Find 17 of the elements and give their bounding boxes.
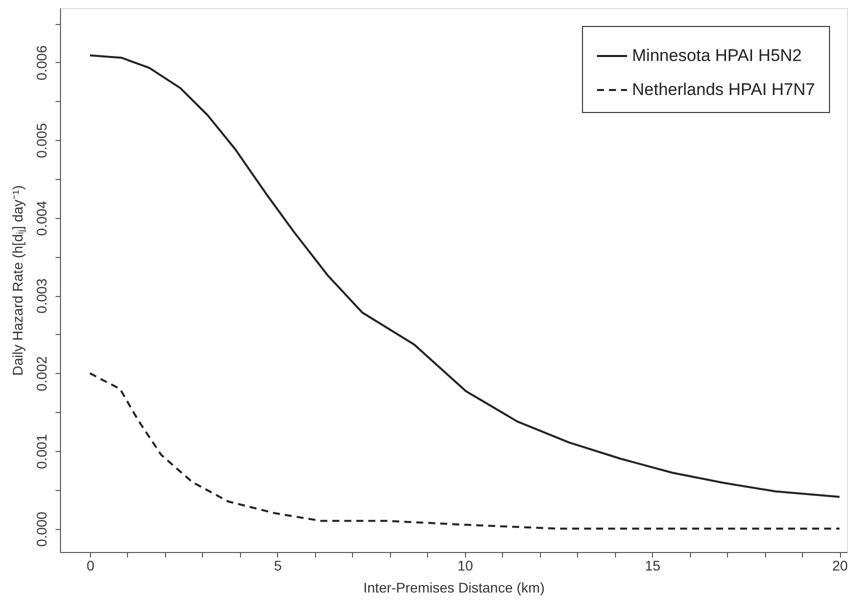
x-axis-title: Inter-Premises Distance (km) [363,580,545,596]
legend-label: Minnesota HPAI H5N2 [632,46,802,65]
y-tick-label: 0.000 [34,511,50,547]
x-tick-label: 5 [274,558,282,574]
legend-label: Netherlands HPAI H7N7 [632,80,815,99]
y-axis-title: Daily Hazard Rate (h[dᵢⱼ] day⁻¹) [10,185,26,376]
line-series [88,372,841,530]
y-tick-label: 0.006 [34,45,50,80]
y-tick-label: 0.004 [34,200,50,236]
y-tick-label: 0.002 [34,356,50,392]
x-tick-label: 20 [832,558,848,574]
y-tick-label: 0.001 [34,434,50,469]
x-tick-label: 15 [644,558,661,574]
x-tick-label: 10 [457,558,474,574]
y-tick-label: 0.005 [34,122,50,158]
x-tick-label: 0 [86,558,95,574]
y-tick-label: 0.003 [34,278,50,314]
